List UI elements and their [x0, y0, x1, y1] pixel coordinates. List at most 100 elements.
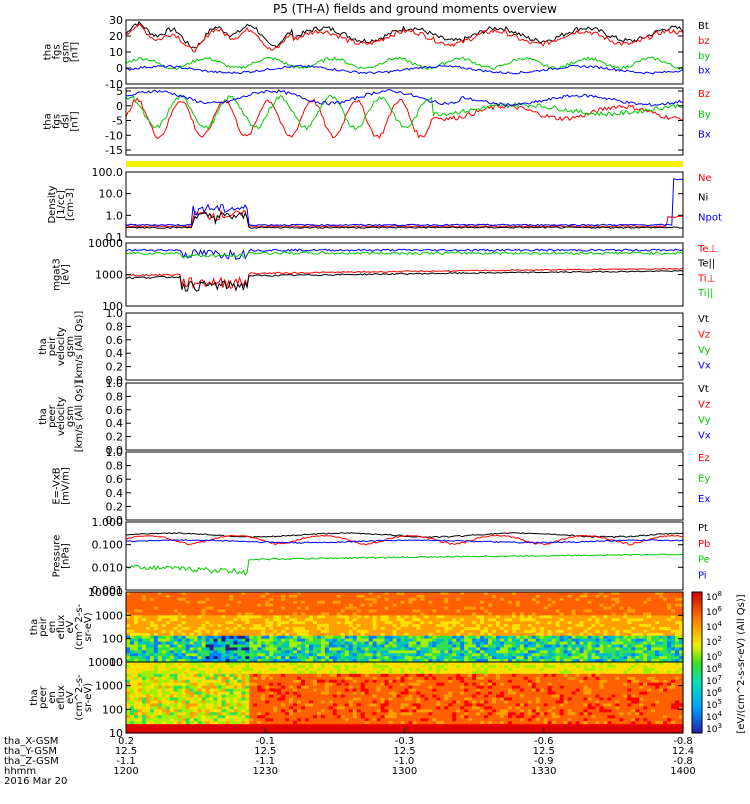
legend-Pi: Pi	[698, 570, 707, 581]
legend-Bt: Bt	[698, 21, 709, 32]
y-tick-label: 1000	[95, 609, 123, 622]
panel-peer_velocity: 1.00.80.60.40.20.0thapeervelocitygsm[km/…	[38, 377, 711, 457]
legend-Ex: Ex	[698, 494, 710, 505]
series-line-Ti||	[126, 249, 683, 259]
y-tick-label: 0.100	[92, 539, 124, 552]
series-line-by	[126, 57, 683, 69]
legend-Vx: Vx	[698, 431, 711, 442]
series-line-Pe	[126, 554, 683, 575]
series-line-By	[126, 95, 683, 130]
y-tick-label: 0.010	[92, 561, 124, 574]
y-tick-label: 0.2	[106, 431, 124, 444]
y-tick-label: 0.6	[106, 334, 124, 347]
panel-peir_velocity: 1.00.80.60.40.20.0thapeirvelocitygsm[km/…	[38, 307, 711, 387]
series-line-Ti||	[126, 252, 683, 258]
y-tick-label: -10	[105, 129, 123, 142]
y-tick-label: 1.0	[106, 446, 124, 459]
y-label-line: [nT]	[70, 111, 81, 131]
panel-frame	[126, 313, 683, 380]
legend-Vz: Vz	[698, 400, 710, 411]
legend-Ez: Ez	[698, 453, 710, 464]
y-tick-label: 0.8	[106, 390, 124, 403]
y-tick-label: 1.000	[92, 516, 124, 529]
y-tick-label: 1.0	[106, 307, 124, 320]
legend-Ti⊥: Ti⊥	[697, 273, 715, 284]
y-tick-label: 0.8	[106, 460, 124, 473]
panel-pressure: 1.0000.1000.0100.001Pressure[nPa]PtPbPeP…	[52, 516, 711, 597]
legend-Vx: Vx	[698, 361, 711, 372]
y-label-line: [nPa]	[61, 543, 72, 569]
panel-peer_spec: 10000100010010thapeerenefluxeV(cm^2-s-sr…	[29, 656, 684, 740]
y-label-line: [cm-3]	[65, 188, 76, 221]
y-label-line: [km/s (All Qs)]	[74, 311, 85, 383]
legend-Vy: Vy	[698, 415, 711, 426]
y-axis-label: mgat3[eV]	[52, 258, 72, 291]
y-tick-label: 100	[102, 633, 123, 646]
legend-By: By	[698, 109, 711, 120]
y-tick-label: 100.0	[92, 166, 124, 179]
y-tick-label: 0.2	[106, 500, 124, 513]
legend-Te⊥: Te⊥	[697, 244, 717, 255]
y-tick-label: 1.0	[106, 377, 124, 390]
y-label-line: [eV]	[61, 264, 72, 285]
legend-Bx: Bx	[698, 130, 711, 141]
panel-peir_spec: 10000100010010thapeirenefluxeV(cm^2-s-sr…	[29, 586, 684, 669]
y-label-line: [mV/m]	[61, 467, 72, 505]
y-label-line: [km/s (All Qs)]	[74, 381, 85, 453]
y-axis-label: Pressure[nPa]	[52, 535, 72, 578]
legend-by: by	[698, 51, 710, 62]
y-tick-label: 0.8	[106, 320, 124, 333]
legend-Npot: Npot	[698, 212, 722, 223]
panel-frame	[126, 383, 683, 450]
legend-Pb: Pb	[698, 539, 710, 550]
legend-Vt: Vt	[698, 314, 709, 325]
y-tick-label: 10	[109, 46, 123, 59]
legend-Ni: Ni	[698, 193, 708, 204]
panel-density: 100.010.01.00.1Density[1/cc][cm-3]NeNiNp…	[47, 166, 722, 244]
y-tick-label: 0	[116, 100, 123, 113]
panel-frame	[126, 522, 683, 590]
panels-group: 3020100-10thafgsgsm[nT]Btbzbybx50-5-10-1…	[29, 14, 722, 740]
series-line-Pt	[126, 533, 683, 538]
y-tick-label: 0.4	[106, 347, 124, 360]
y-tick-label: -15	[105, 144, 123, 157]
y-tick-label: 10000	[88, 586, 123, 599]
y-tick-label: 1.0	[106, 209, 124, 222]
series-line-Te||	[126, 271, 683, 292]
legend-Te||: Te||	[697, 259, 715, 270]
y-axis-label: Density[1/cc][cm-3]	[47, 185, 76, 223]
legend-Ne: Ne	[698, 173, 712, 184]
series-line-Pi	[126, 540, 683, 544]
y-tick-label: 0.6	[106, 473, 124, 486]
legend-Pt: Pt	[698, 523, 708, 534]
y-label-line: sr-eV)	[83, 612, 94, 641]
y-tick-label: 20	[109, 30, 123, 43]
y-tick-label: 0.2	[106, 361, 124, 374]
y-tick-label: 30	[109, 14, 123, 27]
legend-Pe: Pe	[698, 555, 710, 566]
legend-Ey: Ey	[698, 474, 710, 485]
legend-Vz: Vz	[698, 330, 710, 341]
legend-Vy: Vy	[698, 345, 711, 356]
y-tick-label: 5	[116, 85, 123, 98]
panel-frame	[126, 243, 683, 306]
legend-Vt: Vt	[698, 384, 709, 395]
y-tick-label: 10.0	[99, 188, 124, 201]
legend-Ti||: Ti||	[697, 288, 713, 299]
legend-bz: bz	[698, 36, 710, 47]
y-tick-label: -5	[112, 115, 123, 128]
chart-title: P5 (TH-A) fields and ground moments over…	[273, 2, 557, 16]
y-tick-label: 10000	[88, 237, 123, 250]
y-tick-label: 1000	[95, 269, 123, 282]
panel-frame	[126, 452, 683, 520]
y-tick-label: 0.4	[106, 417, 124, 430]
